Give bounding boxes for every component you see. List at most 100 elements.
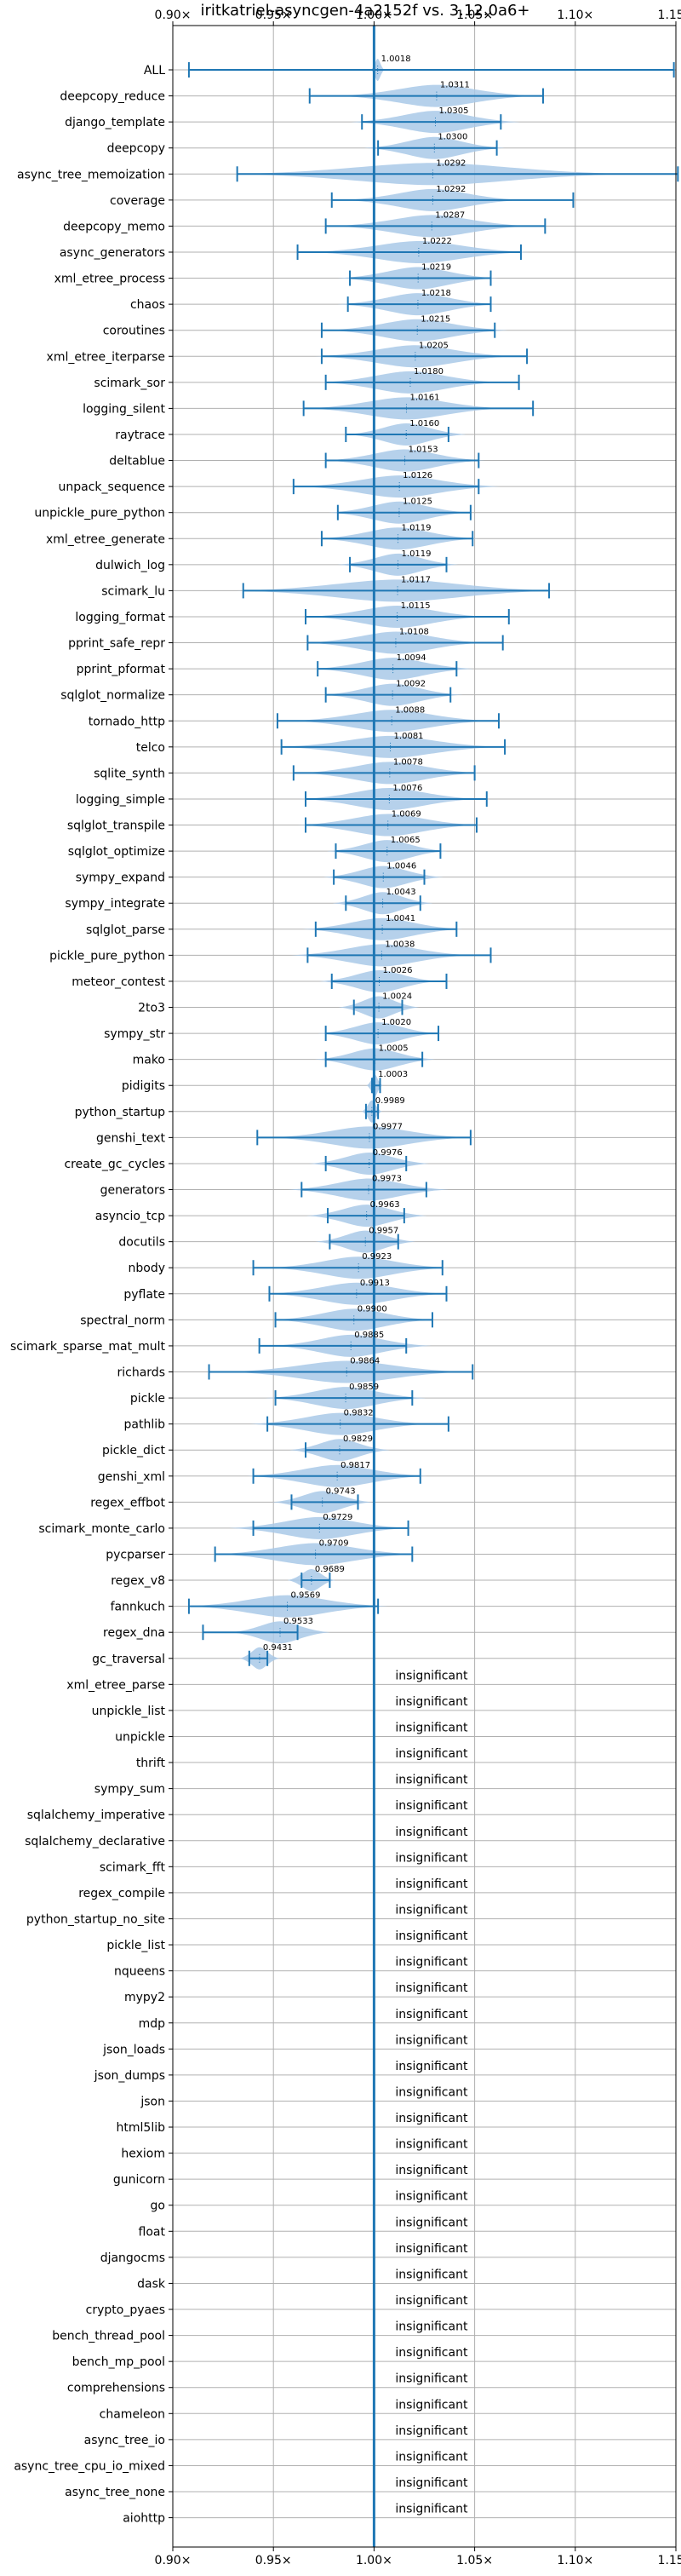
category-label: logging_silent <box>83 402 165 416</box>
whisker-layer <box>187 62 679 1666</box>
insignificant-label: insignificant <box>395 2242 468 2256</box>
value-label: 0.9729 <box>323 1513 352 1522</box>
category-label: async_generators <box>60 246 165 260</box>
chart-title: iritkatriel-asyncgen-4a2152f vs. 3.12.0a… <box>200 2 529 20</box>
insignificant-label: insignificant <box>395 2085 468 2099</box>
category-label-layer: ALL deepcopy_reduce django_templatedeepcop… <box>10 64 173 2526</box>
value-label: 1.0038 <box>385 940 415 949</box>
insignificant-label: insignificant <box>395 1851 468 1865</box>
value-label: 0.9817 <box>340 1461 370 1470</box>
category-label: float <box>139 2225 166 2239</box>
category-label: sqlglot_normalize <box>60 689 165 703</box>
category-label: unpickle <box>115 1730 165 1744</box>
insignificant-label: insignificant <box>395 1929 468 1943</box>
value-label: 1.0218 <box>421 289 451 298</box>
x-tick-label-bottom: 0.95× <box>255 2554 292 2567</box>
value-label: 1.0219 <box>421 263 451 273</box>
value-label: 0.9963 <box>370 1200 400 1210</box>
value-label: 1.0018 <box>381 55 411 64</box>
category-label: pycparser <box>106 1548 165 1561</box>
value-label: 1.0292 <box>436 158 466 168</box>
insignificant-label: insignificant <box>395 1721 468 1734</box>
x-tick-label-top: 1.15× <box>658 9 681 22</box>
category-label: genshi_text <box>96 1131 166 1145</box>
category-label: unpickle_pure_python <box>34 507 165 520</box>
category-label: scimark_lu <box>101 584 165 598</box>
category-label: spectral_norm <box>80 1314 165 1327</box>
x-tick-label-bottom: 1.05× <box>456 2554 493 2567</box>
category-label: scimark_sor <box>94 377 165 390</box>
insignificant-label: insignificant <box>395 2190 468 2204</box>
insignificant-label: insignificant <box>395 2138 468 2152</box>
category-label: dask <box>137 2277 166 2291</box>
insignificant-label: insignificant <box>395 2503 468 2516</box>
value-label: 0.9709 <box>319 1538 349 1548</box>
value-label: 0.9832 <box>344 1409 374 1418</box>
category-label: nbody <box>129 1262 166 1275</box>
category-label: sympy_integrate <box>65 897 165 911</box>
category-label: deepcopy <box>107 142 165 156</box>
category-label: regex_compile <box>78 1887 165 1900</box>
value-label: 1.0125 <box>403 497 432 507</box>
category-label: xml_etree_parse <box>66 1678 165 1692</box>
category-label: pickle_dict <box>102 1444 166 1458</box>
category-label: async_tree_memoization <box>17 168 165 181</box>
insignificant-label: insignificant <box>395 2033 468 2047</box>
category-label: mako <box>133 1054 165 1067</box>
category-label: deepcopy_reduce <box>60 90 165 104</box>
value-label: 1.0076 <box>392 784 422 793</box>
x-tick-label-top: 1.10× <box>557 9 593 22</box>
insignificant-label: insignificant <box>395 2346 468 2360</box>
category-label: logging_simple <box>76 793 165 807</box>
value-label: 0.9973 <box>372 1175 402 1184</box>
category-label: sympy_str <box>104 1027 165 1041</box>
category-label: async_tree_cpu_io_mixed <box>14 2459 165 2473</box>
insignificant-label: insignificant <box>395 1877 468 1891</box>
value-label: 0.9923 <box>362 1252 392 1262</box>
category-label: sqlglot_parse <box>86 923 165 937</box>
value-label: 1.0020 <box>381 1018 411 1027</box>
value-label: 0.9900 <box>358 1304 387 1314</box>
category-label: genshi_xml <box>98 1470 165 1484</box>
insignificant-label: insignificant <box>395 2268 468 2281</box>
category-label: hexiom <box>121 2148 165 2161</box>
category-label: json_loads <box>102 2043 165 2056</box>
insignificant-label: insignificant <box>395 2008 468 2021</box>
category-label: crypto_pyaes <box>86 2303 165 2317</box>
value-label: 1.0046 <box>386 862 416 871</box>
value-label: 0.9885 <box>354 1331 384 1340</box>
value-label: 0.9689 <box>315 1565 345 1574</box>
category-label: scimark_monte_carlo <box>38 1522 165 1536</box>
x-tick-label-bottom: 0.90× <box>155 2554 192 2567</box>
category-label: mypy2 <box>124 1991 165 2004</box>
value-label: 1.0222 <box>422 237 452 246</box>
insignificant-label: insignificant <box>395 2398 468 2412</box>
x-tick-label-bottom: 1.15× <box>658 2554 681 2567</box>
category-label: pickle <box>130 1392 165 1406</box>
category-label: sqlite_synth <box>94 767 165 780</box>
category-label: regex_dna <box>103 1626 165 1640</box>
category-label: json <box>140 2095 165 2108</box>
category-label: djangocms <box>100 2251 165 2265</box>
category-label: mdp <box>139 2017 166 2031</box>
insignificant-label: insignificant <box>395 2372 468 2386</box>
value-label: 1.0300 <box>438 133 467 142</box>
category-label: go <box>151 2199 165 2213</box>
x-tick-label-bottom: 1.10× <box>557 2554 593 2567</box>
category-label: ALL <box>144 64 165 78</box>
x-tick-label-bottom: 1.00× <box>356 2554 392 2567</box>
value-label: 1.0292 <box>436 185 466 194</box>
insignificant-label: insignificant <box>395 1981 468 1995</box>
value-label: 1.0160 <box>409 419 439 428</box>
category-label: unpickle_list <box>92 1705 166 1718</box>
value-label: 0.9829 <box>343 1435 373 1444</box>
x-tick-label-top: 1.00× <box>356 9 392 22</box>
x-tick-label-top: 1.05× <box>456 9 493 22</box>
value-label: 1.0088 <box>395 705 425 715</box>
category-label: chameleon <box>100 2407 165 2421</box>
value-label: 1.0078 <box>393 757 423 767</box>
category-label: xml_etree_iterparse <box>47 350 165 364</box>
category-label: asyncio_tcp <box>95 1210 165 1223</box>
